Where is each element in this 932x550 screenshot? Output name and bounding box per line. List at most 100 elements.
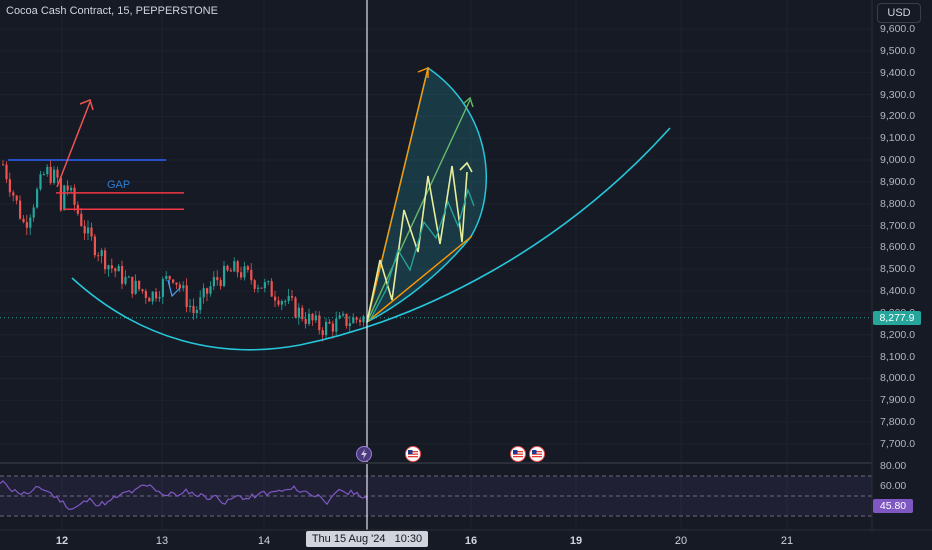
candle-bull [42, 174, 45, 176]
rsi-tick-label: 60.00 [880, 480, 907, 492]
candle-bull [134, 280, 137, 294]
candle-bear [110, 265, 113, 269]
candle-bear [168, 275, 171, 280]
candle-bear [73, 187, 76, 205]
time-tick-label: 20 [674, 535, 688, 547]
rsi-band [0, 475, 872, 517]
candle-bear [2, 164, 5, 166]
candle-bull [280, 301, 283, 305]
candle-bear [121, 266, 124, 284]
candle-bear [15, 195, 18, 201]
rsi-series [0, 480, 368, 511]
candle-bull [209, 286, 212, 294]
candle-bear [219, 280, 222, 287]
candle-bear [93, 236, 96, 256]
time-tick-label: 12 [55, 535, 69, 547]
us-flag-icon[interactable] [529, 446, 545, 462]
candle-bear [206, 288, 209, 294]
price-tick-label: 8,800.0 [880, 197, 916, 210]
candle-bear [12, 192, 15, 196]
candle-bear [114, 268, 117, 272]
candle-bull [223, 265, 226, 287]
candle-bear [8, 179, 11, 193]
blue-arrow [167, 279, 181, 298]
red-arrow-head [79, 98, 94, 111]
candle-bull [151, 291, 154, 302]
green-arrow-head [462, 96, 474, 108]
candle-bull [348, 323, 351, 326]
candle-bear [355, 317, 358, 320]
orange-arrow-lower [366, 235, 473, 323]
price-tick-label: 8,600.0 [880, 241, 916, 254]
candle-bear [22, 218, 25, 223]
candle-bear [270, 281, 273, 297]
candle-bear [83, 226, 86, 234]
candle-bull [202, 288, 205, 298]
candles [2, 159, 365, 342]
candle-bull [338, 315, 341, 319]
chart-title: Cocoa Cash Contract, 15, PEPPERSTONE [6, 5, 218, 17]
candle-bull [342, 313, 345, 316]
candle-bear [138, 280, 141, 290]
time-tick-label: 14 [257, 535, 271, 547]
projection-zigzag [366, 165, 468, 323]
lightning-icon[interactable] [356, 446, 372, 462]
price-tick-label: 9,100.0 [880, 132, 916, 145]
candle-bull [335, 318, 338, 332]
candle-bull [314, 315, 317, 321]
candle-bear [25, 222, 28, 228]
crosshair-date-label: Thu 15 Aug '24 10:30 [306, 531, 428, 547]
us-flag-icon[interactable] [510, 446, 526, 462]
candle-bull [352, 317, 355, 324]
candle-bear [56, 169, 59, 178]
candle-bull [32, 207, 35, 218]
candle-bull [308, 313, 311, 324]
price-tick-label: 9,500.0 [880, 44, 916, 57]
time-tick-label: 13 [155, 535, 169, 547]
zigzag-arrow-head [459, 161, 473, 173]
candle-bear [144, 291, 147, 298]
candle-bull [267, 281, 270, 283]
price-tick-label: 9,200.0 [880, 110, 916, 123]
candle-bull [212, 277, 215, 287]
candle-bear [311, 313, 314, 321]
last-price-badge: 8,277.9 [873, 311, 921, 325]
candle-bear [328, 321, 331, 324]
currency-button[interactable]: USD [877, 3, 921, 23]
candle-bull [36, 189, 39, 208]
candle-bear [155, 291, 158, 299]
candle-bull [161, 279, 164, 297]
candle-bear [246, 266, 249, 270]
price-tick-label: 8,500.0 [880, 263, 916, 276]
candle-bull [70, 187, 73, 191]
candle-bear [19, 200, 22, 219]
candle-bull [29, 217, 32, 228]
candle-bull [287, 296, 290, 302]
candle-bear [104, 250, 107, 270]
candle-bear [5, 164, 8, 180]
candle-bear [49, 166, 52, 183]
candle-bear [291, 296, 294, 298]
candle-bull [107, 265, 110, 270]
candle-bear [236, 261, 239, 273]
candle-bear [294, 297, 297, 318]
candle-bear [172, 279, 175, 283]
us-flag-icon[interactable] [405, 446, 421, 462]
candle-bear [318, 315, 321, 331]
candle-bear [90, 227, 93, 237]
candle-bull [297, 307, 300, 318]
rsi-line [0, 480, 368, 511]
candle-bull [87, 227, 90, 234]
candle-bull [257, 287, 260, 289]
candle-bear [59, 177, 62, 211]
price-tick-label: 9,400.0 [880, 66, 916, 79]
candle-bear [345, 313, 348, 326]
candle-bear [274, 296, 277, 301]
candle-bear [301, 307, 304, 320]
price-tick-label: 8,000.0 [880, 372, 916, 385]
price-tick-label: 8,900.0 [880, 175, 916, 188]
price-tick-label: 9,600.0 [880, 23, 916, 35]
candle-bull [362, 316, 365, 323]
